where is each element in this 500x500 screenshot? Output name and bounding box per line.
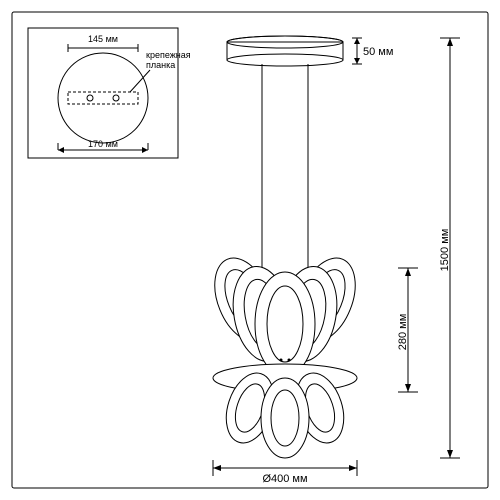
dim-canopy-height: 50 мм [352, 38, 393, 64]
dim-diameter-label: Ø400 мм [262, 473, 307, 485]
dim-head-height: 280 мм [397, 268, 418, 392]
inset-top-dim: 145 мм [88, 34, 118, 44]
dim-canopy-height-label: 50 мм [363, 46, 393, 58]
inset-bracket-label-1: крепежная [146, 50, 191, 60]
dim-total-height-label: 1500 мм [439, 229, 451, 272]
dim-total-height: 1500 мм [439, 38, 460, 458]
petal-cluster [203, 249, 366, 458]
mounting-plate-inset: 145 мм крепежная планка 170 мм [28, 28, 191, 158]
inset-bottom-dim: 170 мм [88, 139, 118, 149]
pendant-luminaire [203, 36, 366, 458]
inset-bracket-label-2: планка [146, 60, 175, 70]
dim-diameter: Ø400 мм [213, 460, 357, 485]
dim-head-height-label: 280 мм [397, 314, 409, 351]
